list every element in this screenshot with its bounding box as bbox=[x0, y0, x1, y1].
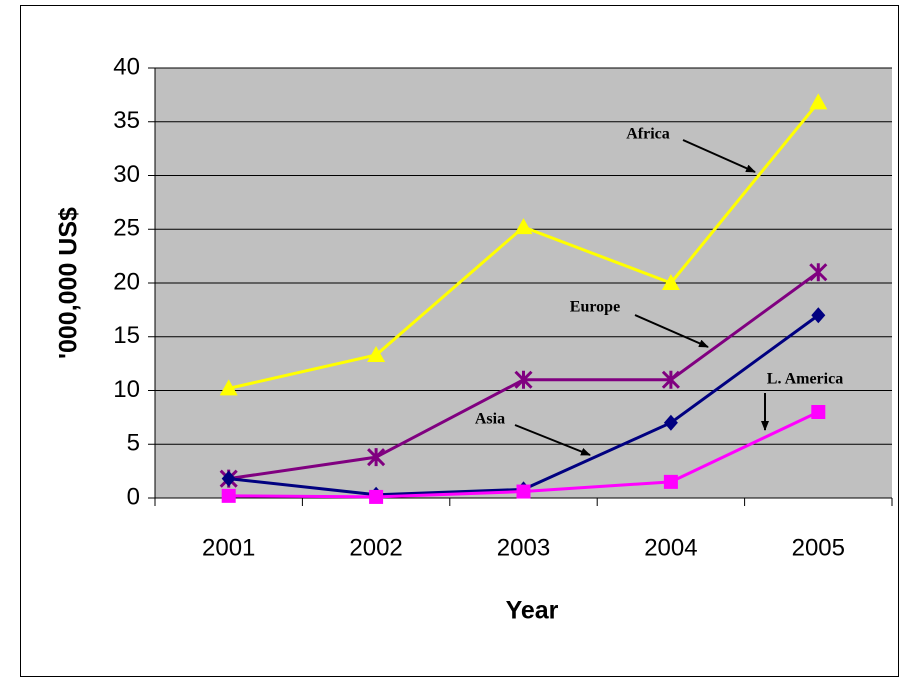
y-tick-label: 35 bbox=[113, 107, 140, 134]
series-annotation: L. America bbox=[767, 371, 843, 388]
y-tick-label: 20 bbox=[113, 268, 140, 295]
x-tick-label: 2002 bbox=[349, 534, 402, 561]
x-tick-label: 2005 bbox=[792, 534, 845, 561]
x-tick-label: 2004 bbox=[644, 534, 697, 561]
annotation-arrow bbox=[634, 314, 709, 348]
marker bbox=[809, 263, 828, 282]
marker bbox=[663, 414, 678, 431]
marker bbox=[661, 274, 680, 290]
y-tick-label: 15 bbox=[113, 322, 140, 349]
x-tick-label: 2003 bbox=[497, 534, 550, 561]
y-tick-label: 5 bbox=[127, 430, 140, 457]
marker bbox=[516, 484, 531, 499]
marker bbox=[369, 489, 384, 504]
marker bbox=[221, 470, 236, 487]
marker bbox=[661, 370, 680, 389]
marker bbox=[367, 448, 386, 467]
series-annotation: Asia bbox=[475, 411, 505, 428]
marker bbox=[514, 370, 533, 389]
marker bbox=[514, 218, 533, 235]
y-tick-label: 30 bbox=[113, 161, 140, 188]
y-tick-label: 40 bbox=[113, 53, 140, 80]
marker bbox=[219, 379, 238, 396]
y-tick-label: 0 bbox=[127, 483, 140, 510]
y-tick-label: 25 bbox=[113, 215, 140, 242]
x-tick-label: 2001 bbox=[202, 534, 255, 561]
annotation-arrow bbox=[514, 424, 591, 456]
marker bbox=[811, 405, 826, 419]
marker bbox=[809, 93, 828, 110]
marker bbox=[367, 346, 386, 363]
marker bbox=[663, 474, 678, 489]
series-annotation: Africa bbox=[626, 126, 670, 143]
marker bbox=[811, 307, 826, 324]
y-tick-label: 10 bbox=[113, 376, 140, 403]
annotation-arrow bbox=[682, 139, 756, 173]
x-axis-title: Year bbox=[506, 597, 559, 625]
marker bbox=[221, 488, 236, 503]
series-annotation: Europe bbox=[570, 299, 620, 316]
y-axis-title: '000,000 US$ bbox=[55, 207, 83, 359]
